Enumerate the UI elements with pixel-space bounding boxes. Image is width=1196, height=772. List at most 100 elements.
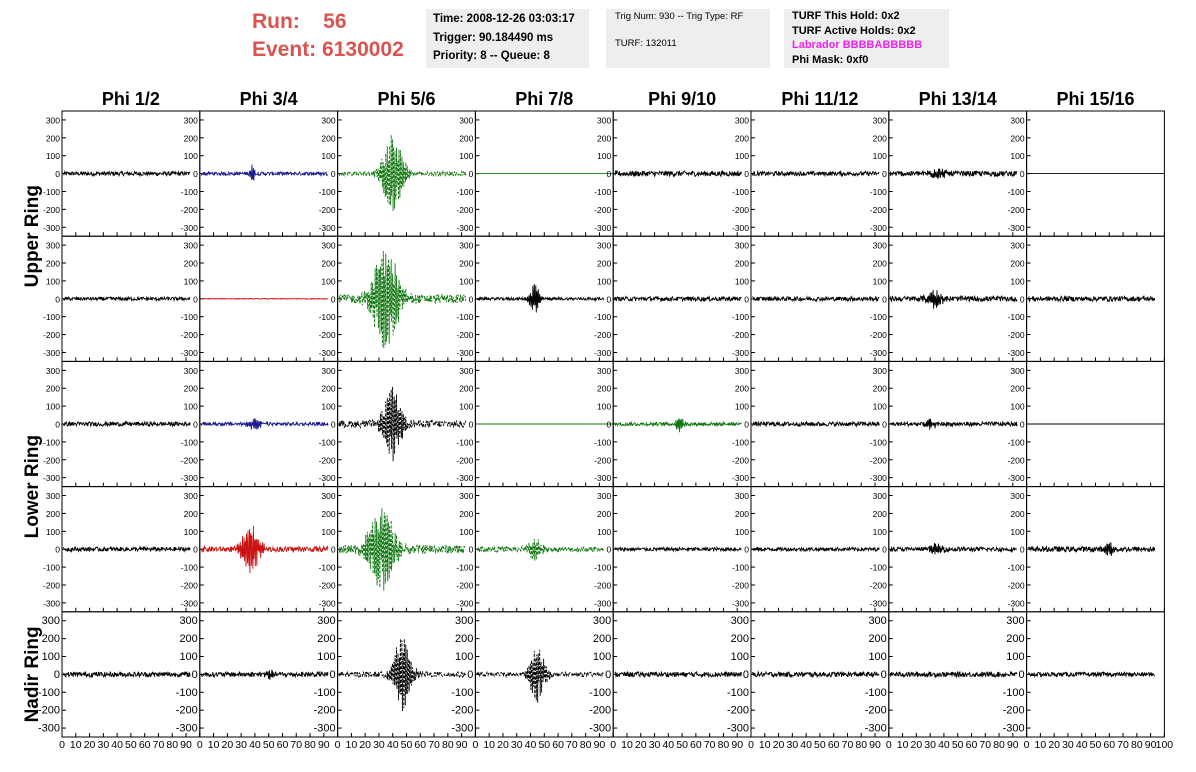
y-tick-label: -300 (38, 723, 60, 735)
y-tick-label: -100 (456, 563, 473, 573)
y-tick-label: 300 (1010, 115, 1024, 125)
y-tick-label: 200 (321, 509, 335, 519)
y-tick-label: 100 (735, 402, 749, 412)
y-tick-label: -200 (870, 205, 887, 215)
y-tick-label: 0 (1018, 669, 1024, 681)
waveform-trace (752, 545, 880, 553)
y-tick-label: 300 (321, 115, 335, 125)
waveform-trace (62, 670, 191, 679)
y-tick-label: -100 (732, 563, 749, 573)
turf-hold-text: TURF This Hold: 0x2 (792, 10, 900, 22)
y-tick-label: -300 (319, 348, 336, 358)
y-tick-label: 300 (597, 366, 611, 376)
y-tick-label: 0 (331, 294, 336, 304)
y-tick-label: 0 (744, 545, 749, 555)
y-tick-label: -200 (43, 330, 60, 340)
y-tick-label: -200 (456, 205, 473, 215)
x-tick-label: 100 (1156, 739, 1174, 751)
x-tick-label: 40 (1076, 739, 1088, 751)
event-label: Event: (252, 38, 317, 61)
x-tick-label: 0 (1024, 739, 1030, 751)
y-tick-label: -100 (43, 312, 60, 322)
y-tick-label: 100 (597, 402, 611, 412)
y-tick-label: -300 (594, 223, 611, 233)
y-tick-label: -100 (456, 187, 473, 197)
y-tick-label: 0 (605, 669, 611, 681)
waveform-trace (751, 670, 880, 679)
y-tick-label: -300 (1008, 223, 1025, 233)
y-tick-label: -300 (594, 348, 611, 358)
x-tick-label: 60 (277, 739, 289, 751)
y-tick-label: 200 (597, 259, 611, 269)
ring-label-2: Lower Ring (22, 435, 43, 538)
y-tick-label: -200 (1003, 705, 1025, 717)
x-tick-label: 40 (249, 739, 261, 751)
y-tick-label: 300 (597, 115, 611, 125)
x-tick-label: 20 (773, 739, 785, 751)
time-info-box: Time: 2008-12-26 03:03:17 Trigger: 90.18… (426, 9, 589, 68)
y-tick-label: 200 (1010, 133, 1024, 143)
y-tick-label: 100 (321, 402, 335, 412)
y-tick-label: -100 (319, 187, 336, 197)
x-tick-label: 10 (1035, 739, 1047, 751)
x-tick-label: 20 (359, 739, 371, 751)
y-tick-label: -200 (589, 705, 611, 717)
y-tick-label: 100 (735, 276, 749, 286)
phi-mask-text: Phi Mask: 0xf0 (792, 53, 869, 66)
x-tick-label: 30 (373, 739, 385, 751)
y-tick-label: 0 (882, 545, 887, 555)
y-tick-label: 100 (46, 151, 60, 161)
x-tick-label: 80 (304, 739, 316, 751)
y-tick-label: 0 (329, 669, 335, 681)
x-tick-label: 20 (1048, 739, 1060, 751)
x-tick-label: 10 (759, 739, 771, 751)
y-tick-label: 0 (55, 294, 60, 304)
y-tick-label: 0 (469, 545, 474, 555)
y-tick-label: 0 (882, 294, 887, 304)
y-tick-label: 200 (1006, 633, 1024, 645)
y-tick-label: -200 (732, 455, 749, 465)
column-header-3: Phi 5/6 (377, 89, 435, 109)
x-tick-label: 50 (1090, 739, 1102, 751)
y-tick-label: 0 (469, 294, 474, 304)
y-tick-label: 200 (868, 633, 886, 645)
y-tick-label: 200 (46, 259, 60, 269)
y-tick-label: 0 (193, 169, 198, 179)
y-tick-label: 300 (321, 491, 335, 501)
y-tick-label: 100 (321, 151, 335, 161)
y-tick-label: -100 (43, 437, 60, 447)
y-tick-label: 200 (735, 133, 749, 143)
y-tick-label: 300 (46, 491, 60, 501)
trig-info-box: Trig Num: 930 -- Trig Type: RF TURF: 132… (606, 9, 770, 68)
y-tick-label: 200 (317, 633, 335, 645)
y-tick-label: 0 (193, 420, 198, 430)
x-tick-label: 60 (1103, 739, 1115, 751)
turf-active-text: TURF Active Holds: 0x2 (792, 24, 916, 37)
y-tick-label: 100 (459, 402, 473, 412)
event-value: 6130002 (322, 38, 404, 61)
y-tick-label: 200 (873, 259, 887, 269)
waveform-trace (889, 670, 1018, 679)
y-tick-label: -100 (314, 687, 336, 699)
waveform-trace (338, 386, 467, 462)
y-tick-label: 0 (193, 545, 198, 555)
x-tick-label: 90 (869, 739, 881, 751)
y-tick-label: -200 (181, 580, 198, 590)
x-tick-label: 10 (208, 739, 220, 751)
x-tick-label: 50 (538, 739, 550, 751)
y-tick-label: 100 (46, 527, 60, 537)
y-tick-label: -300 (319, 473, 336, 483)
waveform-trace (1027, 542, 1156, 557)
x-tick-label: 30 (235, 739, 247, 751)
waveform-trace (338, 134, 467, 211)
y-tick-label: 100 (1010, 527, 1024, 537)
y-tick-label: 200 (46, 509, 60, 519)
y-tick-label: 200 (179, 633, 197, 645)
x-tick-label: 40 (387, 739, 399, 751)
y-tick-label: -300 (870, 473, 887, 483)
run-label: Run: (252, 10, 300, 33)
x-tick-label: 90 (1007, 739, 1019, 751)
ring-label-1: Upper Ring (22, 185, 43, 287)
y-tick-label: -300 (456, 348, 473, 358)
ring-label-3: Nadir Ring (22, 626, 43, 722)
